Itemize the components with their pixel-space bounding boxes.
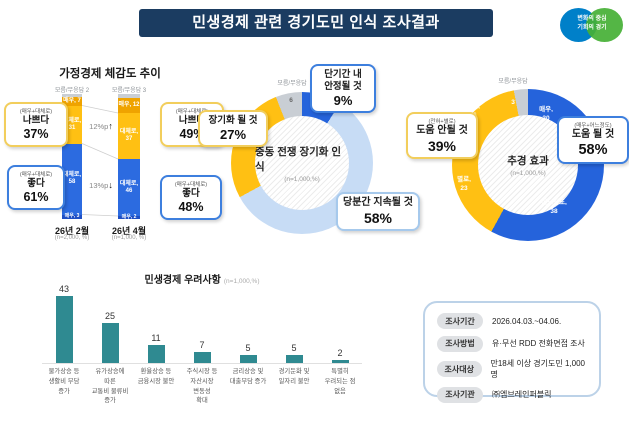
callout-budget-no-help: (전혀+별로) 도움 안될 것 39%: [406, 112, 478, 160]
bar-value: 25: [104, 311, 115, 321]
change-bad: 12%p↑: [89, 121, 113, 131]
logo-line1: 변화의 중심: [577, 16, 607, 22]
seg-apr-somewhat-good: 대체로, 46: [118, 159, 140, 216]
callout-good-feb: (매우+대체로) 좋다 61%: [7, 165, 65, 210]
war-donut-center: 중동 전쟁 장기화 인식 (n=1,000,%): [255, 116, 349, 210]
bar-label: 환율상승 등 금융시장 불안: [137, 368, 175, 385]
x-label-feb: 26년 2월: [54, 226, 90, 236]
survey-agency-value: ㈜엠브레인퍼블릭: [492, 390, 552, 399]
x-note-feb: (n=2,000, %): [54, 235, 90, 241]
concerns-title-row: 민생경제 우려사항 (n=1,000,%): [41, 270, 363, 288]
concerns-n: (n=1,000,%): [223, 278, 260, 285]
bar-connector-lines: [81, 105, 119, 217]
survey-period-value: 2026.04.03.~04.06.: [492, 316, 562, 326]
survey-method-value: 유·무선 RDD 전화면접 조사: [492, 339, 585, 348]
budget-donut-n: (n=1,000,%): [510, 170, 546, 177]
war-donut-n: (n=1,000,%): [284, 175, 320, 183]
callout-bad-feb: (매우+대체로) 나쁘다 37%: [4, 102, 68, 147]
bar: [55, 296, 73, 363]
bar-label: 유가상승에 따른 교통비 물류비 증가: [91, 368, 129, 405]
bar: [331, 359, 349, 363]
logo-line2: 기회의 경기: [577, 25, 607, 31]
seg-feb-somewhat-good: 대체로, 58: [62, 143, 82, 215]
seg-feb-very-bad: 매우, 7: [62, 96, 82, 106]
survey-agency-label: 조사기관: [437, 386, 483, 403]
concerns-title: 민생경제 우려사항: [144, 275, 221, 286]
bar: [285, 355, 303, 363]
war-donut-chart: 중동 전쟁 장기화 인식 (n=1,000,%): [231, 92, 373, 234]
x-note-apr: (n=1,000, %): [111, 235, 147, 241]
bar-value: 7: [199, 339, 205, 350]
survey-target-value: 만18세 이상 경기도민 1,000명: [490, 359, 585, 379]
down-arrow-icon: ↓: [108, 180, 113, 190]
concern-item: 43 물가상승 등 생활비 부담 증가: [41, 284, 87, 406]
household-chart-title: 가정경제 체감도 추이: [59, 68, 161, 80]
seg-apr-very-bad: 매우, 12: [118, 98, 140, 113]
concern-item: 2 특별히 우려되는 점 없음: [317, 284, 363, 406]
seg-apr-dk: [118, 94, 140, 98]
callout-war-continue: 당분간 지속될 것 58%: [336, 192, 420, 232]
survey-period-label: 조사기간: [437, 313, 483, 329]
bar-label: 특별히 우려되는 점 없음: [324, 368, 356, 395]
bar-label: 금리상승 및 대출부담 증가: [229, 368, 267, 385]
budget-slice-not-really: 별로, 23: [457, 176, 471, 192]
x-label-apr: 26년 4월: [111, 226, 147, 236]
seg-feb-dk: [62, 94, 82, 97]
survey-method-label: 조사방법: [437, 335, 483, 352]
survey-info-box: 조사기간 2026.04.03.~04.06. 조사방법 유·무선 RDD 전화…: [423, 301, 601, 403]
concern-item: 11 환율상승 등 금융시장 불안: [133, 284, 179, 406]
survey-info-row: 조사기관 ㈜엠브레인퍼블릭: [437, 386, 589, 403]
bar-label: 주식시장 등 자산시장 변동성 확대: [186, 368, 218, 405]
seg-apr-somewhat-bad: 대체로, 37: [118, 113, 140, 159]
stacked-bar-apr: 매우, 12 대체로, 37 대체로, 46 매우, 2: [118, 94, 140, 219]
concern-item: 7 주식시장 등 자산시장 변동성 확대: [179, 284, 225, 406]
budget-slice-dk-value: 3: [511, 99, 515, 106]
war-slice-dk-value: 6: [289, 97, 293, 104]
page-title: 민생경제 관련 경기도민 인식 조사결과: [139, 9, 493, 37]
dk-label-feb: 모름/무응답 2: [54, 88, 90, 94]
concern-item: 5 금리상승 및 대출부담 증가: [225, 284, 271, 406]
logo-green-circle: [586, 8, 623, 42]
concern-item: 25 유가상승에 따른 교통비 물류비 증가: [87, 284, 133, 406]
survey-info-row: 조사기간 2026.04.03.~04.06.: [437, 313, 589, 329]
bar: [193, 351, 211, 363]
budget-slice-very: 매우, 20: [539, 106, 553, 122]
bar-label: 경기둔화 및 일자리 불안: [278, 368, 310, 385]
callout-budget-help: (매우+어느정도) 도움 될 것 58%: [557, 116, 629, 164]
bar-value: 2: [337, 347, 343, 358]
budget-slice-somewhat: 어느정도, 38: [541, 199, 567, 215]
concerns-chart: 43 물가상승 등 생활비 부담 증가 25 유가상승에 따른 교통비 물류비 …: [41, 284, 363, 406]
bar: [101, 323, 119, 363]
war-donut-title: 중동 전쟁 장기화 인식: [255, 145, 342, 173]
bar-value: 43: [58, 284, 69, 294]
change-good: 13%p↓: [89, 180, 113, 190]
callout-good-apr: (매우+대체로) 좋다 48%: [160, 175, 222, 220]
callout-war-long: 장기화 될 것 27%: [198, 110, 268, 148]
up-arrow-icon: ↑: [108, 121, 113, 131]
bar-label: 물가상승 등 생활비 부담 증가: [48, 368, 80, 395]
war-dk-label: 모름/무응답: [277, 81, 307, 87]
budget-dk-label: 모름/무응답: [498, 79, 528, 85]
callout-war-short: 단기간 내 안정될 것 9%: [310, 64, 376, 114]
survey-info-row: 조사대상 만18세 이상 경기도민 1,000명: [437, 358, 589, 380]
bar-value: 11: [151, 333, 161, 344]
survey-target-label: 조사대상: [437, 361, 482, 377]
bar: [147, 345, 165, 363]
seg-feb-very-good: 매우, 3: [62, 214, 82, 219]
budget-donut-title: 추경 효과: [507, 155, 549, 167]
concerns-axis-line: [42, 363, 362, 364]
bar: [239, 355, 257, 363]
dk-label-apr: 모름/무응답 3: [111, 88, 147, 94]
survey-info-row: 조사방법 유·무선 RDD 전화면접 조사: [437, 335, 589, 352]
concern-item: 5 경기둔화 및 일자리 불안: [271, 284, 317, 406]
seg-apr-very-good: 매우, 2: [118, 214, 140, 219]
bar-value: 5: [291, 343, 297, 353]
bar-value: 5: [245, 343, 251, 353]
